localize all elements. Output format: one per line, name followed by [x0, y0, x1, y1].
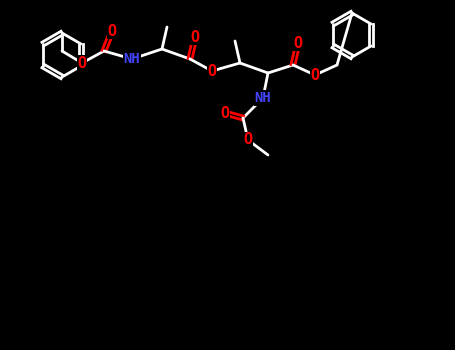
Text: O: O: [310, 68, 319, 83]
Text: O: O: [191, 29, 200, 44]
Text: O: O: [107, 23, 116, 38]
Text: O: O: [77, 56, 86, 70]
Text: O: O: [243, 133, 253, 147]
Text: O: O: [207, 63, 217, 78]
Text: NH: NH: [255, 91, 271, 105]
Text: NH: NH: [124, 52, 141, 66]
Text: O: O: [293, 35, 303, 50]
Text: O: O: [220, 105, 230, 120]
